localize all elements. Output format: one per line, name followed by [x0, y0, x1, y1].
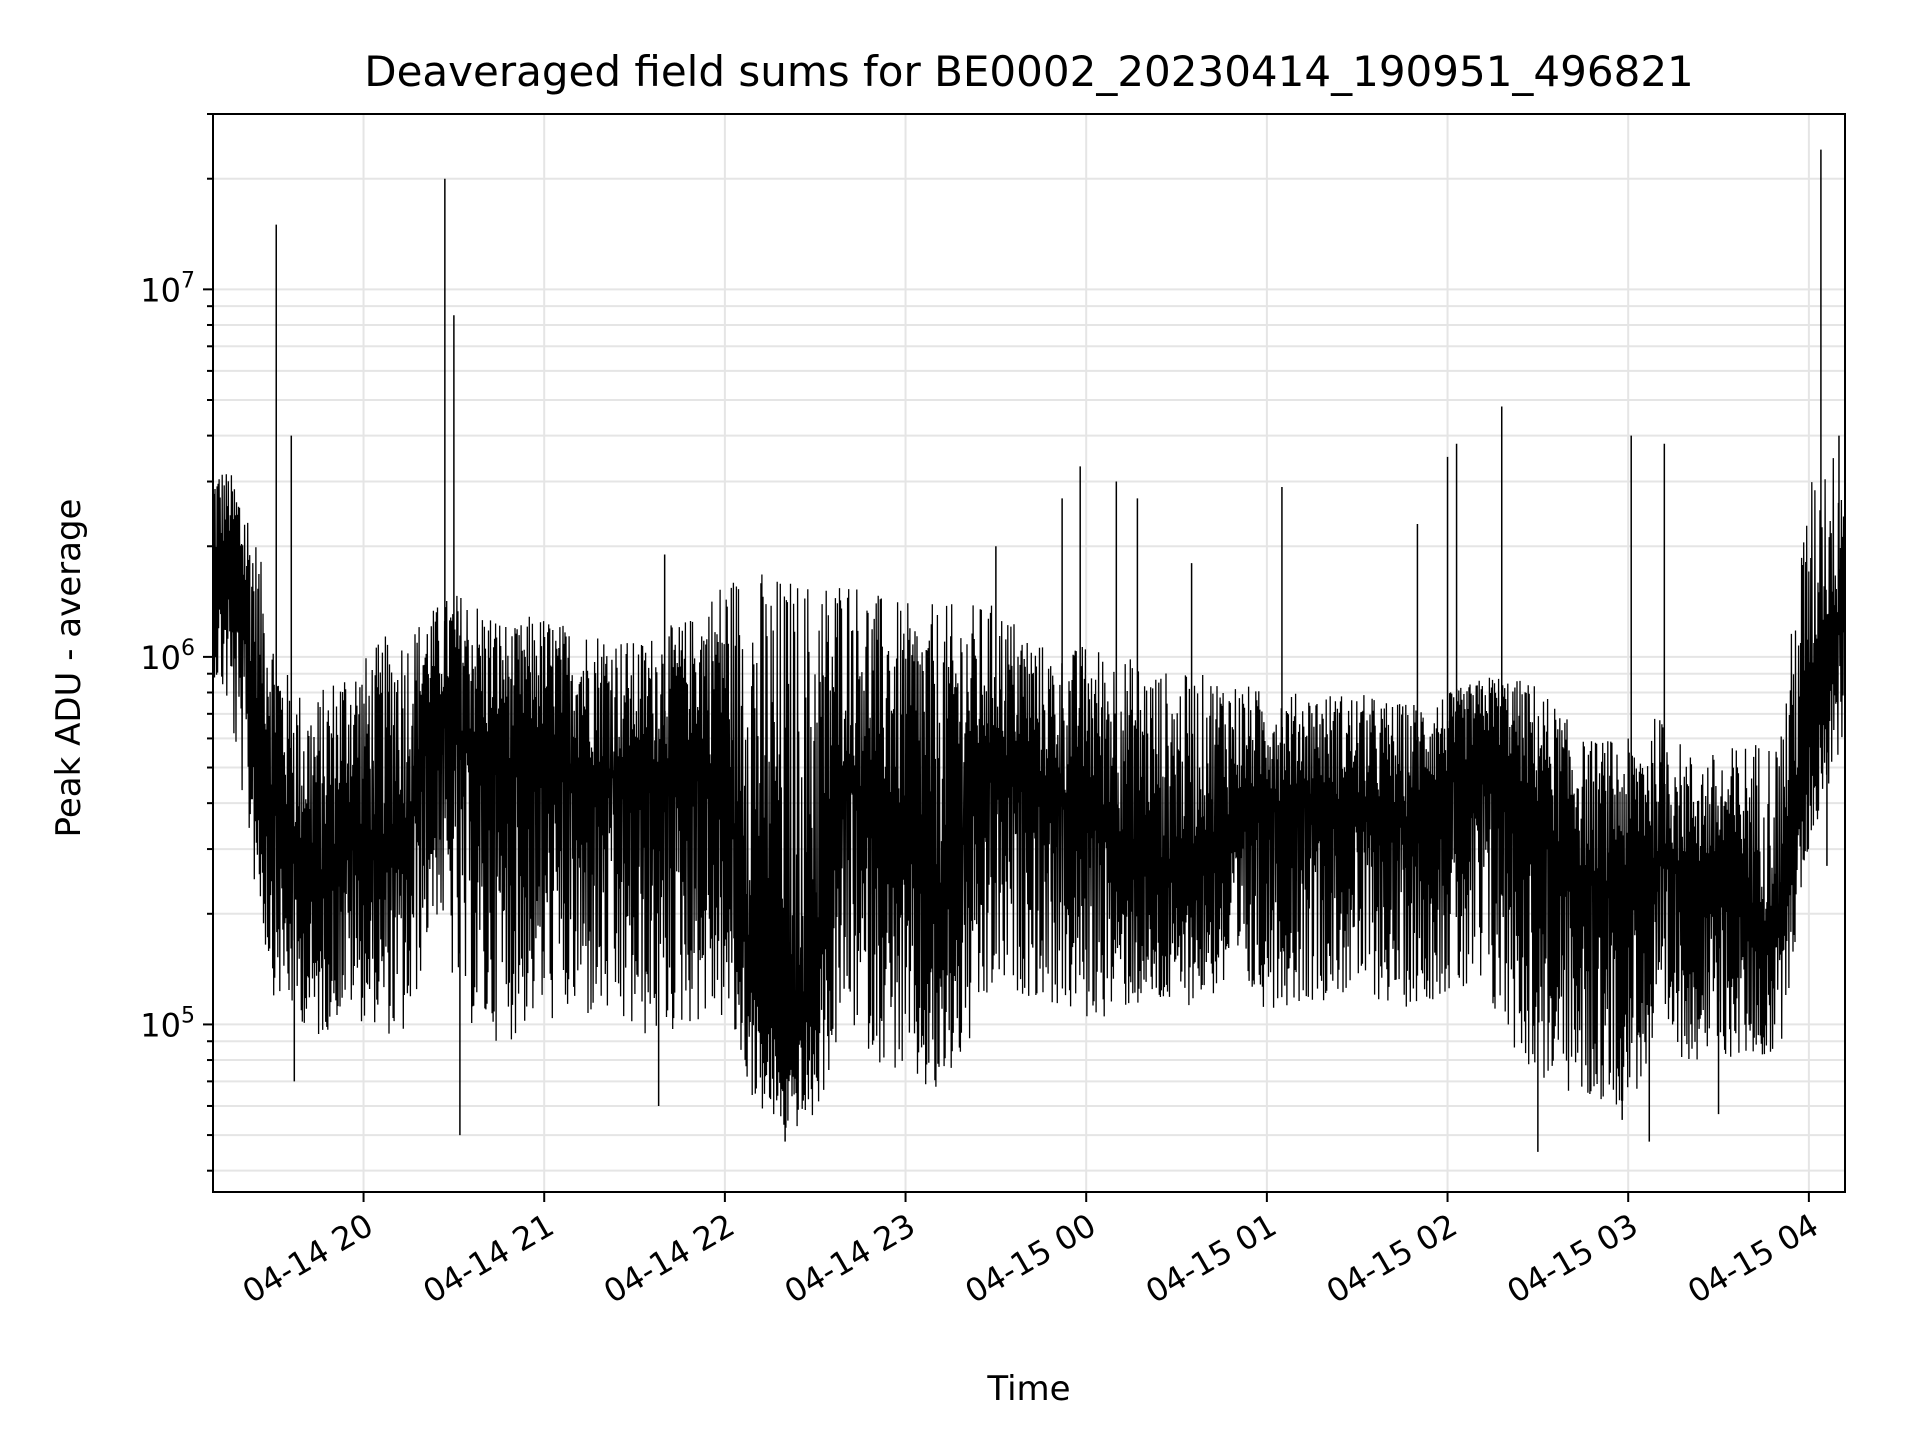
y-axis-title: Peak ADU - average — [49, 499, 89, 838]
y-tick-label: 105 — [140, 1003, 195, 1044]
chart-title: Deaveraged field sums for BE0002_2023041… — [364, 47, 1694, 96]
plot-frame — [212, 113, 1846, 1193]
x-axis-title: Time — [986, 1369, 1070, 1409]
y-tick-label: 107 — [140, 268, 195, 309]
data-layer — [212, 149, 1846, 1152]
y-tick-label: 106 — [140, 636, 195, 677]
series-line — [212, 458, 1846, 1128]
